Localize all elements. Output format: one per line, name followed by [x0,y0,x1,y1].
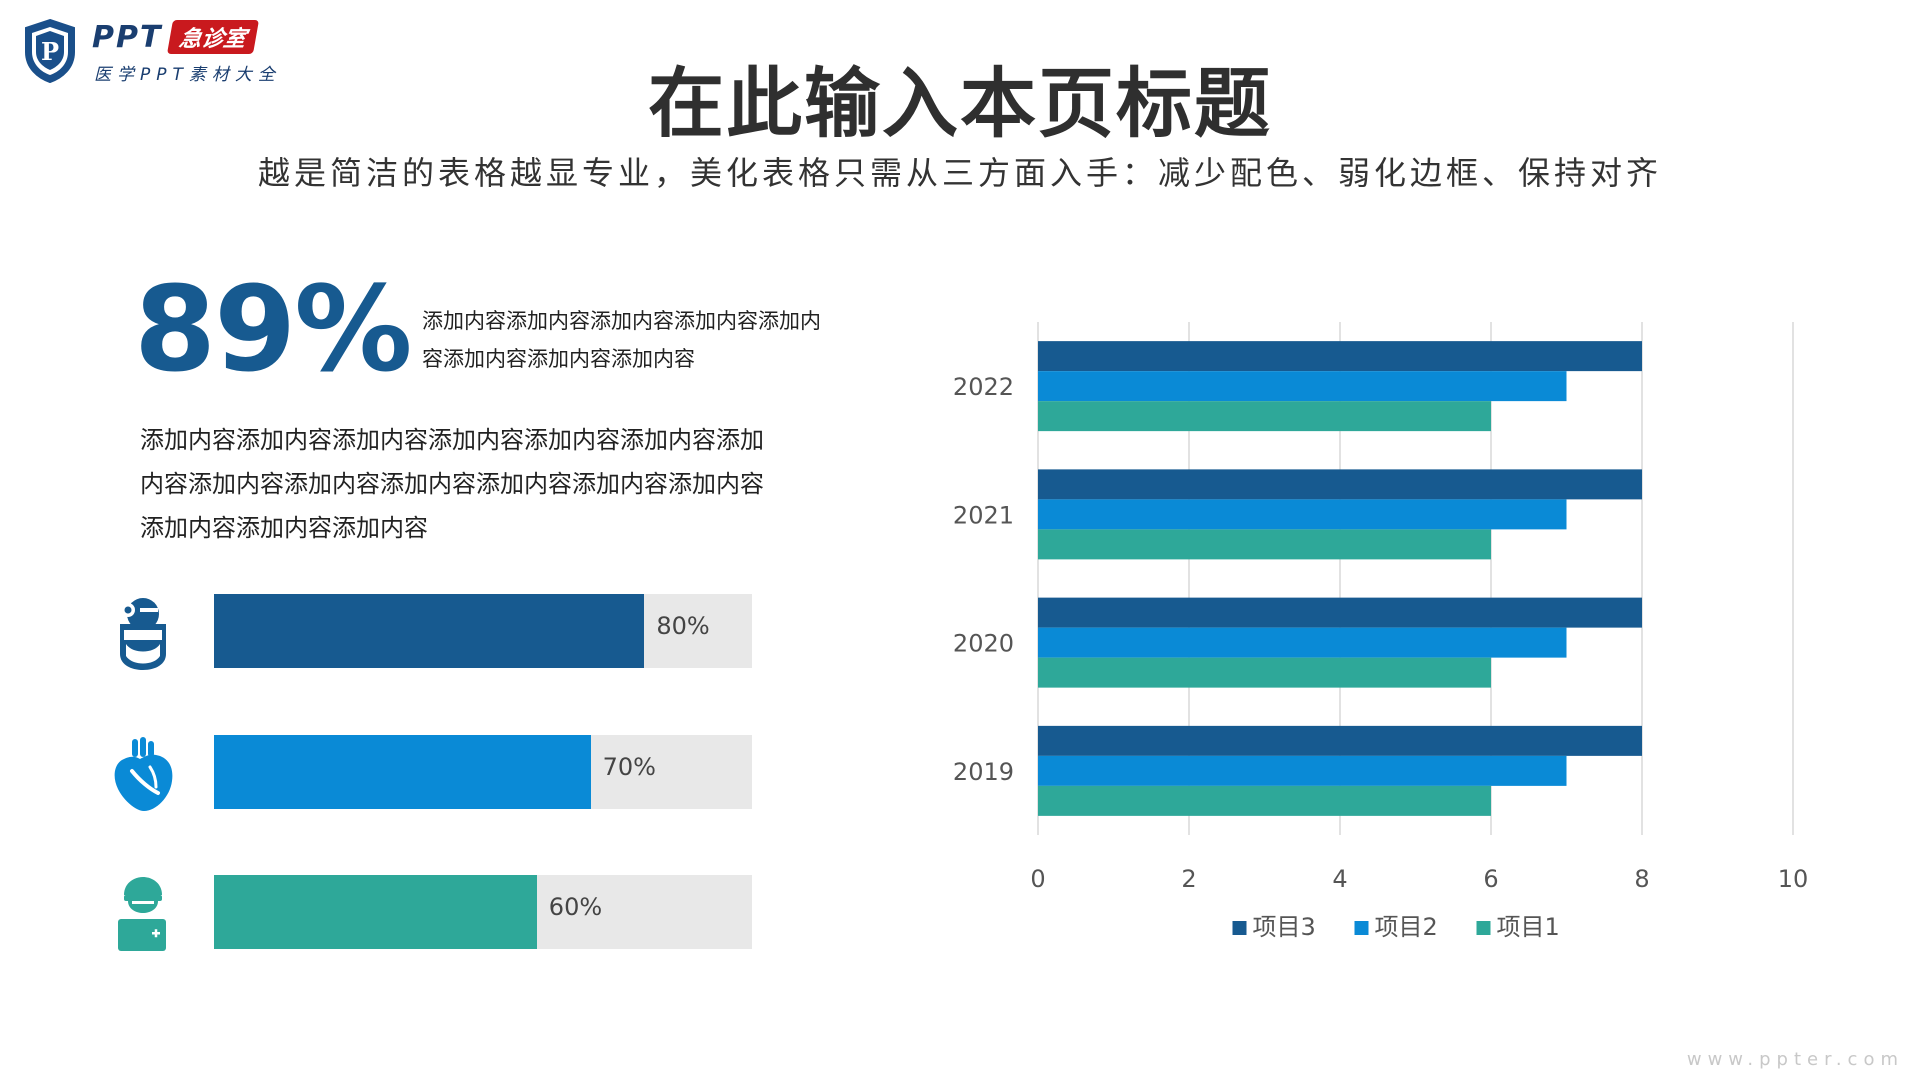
bar [1038,627,1567,658]
bar [1038,341,1642,372]
body-paragraph: 添加内容添加内容添加内容添加内容添加内容添加内容添加内容添加内容添加内容添加内容… [140,426,764,542]
progress-fill [214,875,537,949]
progress-track: 60% [214,875,752,949]
bar [1038,401,1491,432]
stat-description: 添加内容添加内容添加内容添加内容添加内容添加内容添加内容添加内容 [422,309,821,371]
x-tick-label: 4 [1332,865,1347,893]
bar [1038,785,1491,816]
x-tick-label: 2 [1181,865,1196,893]
progress-row: 80% [0,594,760,670]
bar [1038,725,1642,756]
progress-fill [214,594,645,668]
logo-brand: PPT [92,19,163,55]
heart-icon [114,737,173,811]
legend-swatch [1232,921,1247,935]
bar [1038,529,1491,560]
progress-row: 60% [0,875,760,951]
progress-label: 60% [548,893,603,921]
bar [1038,597,1642,628]
page-subtitle: 越是简洁的表格越显专业，美化表格只需从三方面入手：减少配色、弱化边框、保持对齐 [257,154,1662,192]
footer-url: www.ppter.com [1686,1049,1904,1070]
y-tick-label: 2019 [953,758,1014,786]
legend-swatch [1476,921,1491,935]
progress-row: 70% [0,735,760,811]
progress-label: 80% [656,612,710,640]
progress-track: 70% [214,735,752,809]
logo: P PPT 急诊室 医学PPT素材大全 [22,18,312,88]
logo-subtitle: 医学PPT素材大全 [94,65,281,85]
shield-letter: P [41,37,59,66]
progress-label: 70% [602,753,656,781]
progress-track: 80% [214,594,752,668]
y-tick-label: 2021 [953,501,1014,529]
shield-icon: P [25,18,75,84]
legend-label: 项目3 [1253,913,1316,941]
x-tick-label: 0 [1030,865,1045,893]
doctor-kit-icon [118,877,166,951]
x-tick-label: 6 [1483,865,1498,893]
bar [1038,469,1642,500]
legend-swatch [1354,921,1369,935]
y-tick-label: 2020 [953,630,1014,658]
bar-chart: 0 2 4 6 8 10 2019 2020 2021 2022 项目3 项目2 项目1 [953,322,1809,941]
progress-fill [214,735,591,809]
x-tick-label: 10 [1778,865,1809,893]
bar [1038,657,1491,688]
y-tick-label: 2022 [953,373,1014,401]
bar [1038,499,1567,530]
bar [1038,755,1567,786]
legend-label: 项目1 [1497,913,1560,941]
legend-label: 项目2 [1375,913,1438,941]
stat-value: 89% [134,260,412,398]
page-title: 在此输入本页标题 [648,59,1272,148]
x-tick-label: 8 [1634,865,1649,893]
surgeon-icon [120,598,166,670]
bar [1038,371,1567,402]
